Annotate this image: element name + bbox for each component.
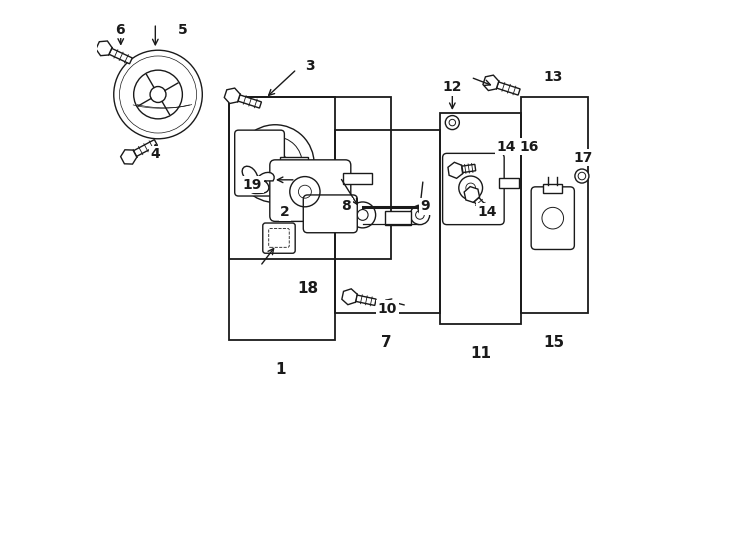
Text: 17: 17 (573, 151, 592, 165)
Polygon shape (236, 94, 261, 108)
Text: 14: 14 (477, 205, 497, 219)
Circle shape (236, 125, 314, 202)
Text: 13: 13 (544, 70, 563, 84)
Text: 5: 5 (178, 23, 187, 37)
Polygon shape (107, 48, 132, 64)
Bar (543, 184, 562, 193)
Bar (521, 97, 589, 313)
FancyBboxPatch shape (531, 187, 575, 249)
Polygon shape (96, 41, 112, 56)
Text: 4: 4 (150, 147, 160, 161)
Circle shape (264, 152, 287, 176)
Bar (385, 211, 411, 225)
Polygon shape (242, 166, 274, 193)
Circle shape (410, 205, 429, 225)
Text: 19: 19 (243, 178, 262, 192)
Text: 6: 6 (115, 23, 125, 37)
Circle shape (114, 50, 203, 139)
Text: 1: 1 (275, 362, 286, 377)
FancyBboxPatch shape (443, 153, 504, 225)
Bar (280, 157, 308, 167)
Circle shape (150, 86, 166, 103)
FancyBboxPatch shape (303, 195, 357, 233)
Circle shape (349, 202, 376, 228)
Polygon shape (483, 75, 499, 91)
Polygon shape (354, 295, 376, 306)
Polygon shape (495, 81, 520, 95)
Text: 12: 12 (442, 80, 462, 94)
Bar (229, 97, 391, 259)
Text: 11: 11 (470, 346, 491, 361)
Polygon shape (459, 164, 476, 173)
Bar (343, 173, 372, 184)
FancyBboxPatch shape (270, 160, 351, 221)
Text: 18: 18 (297, 281, 318, 296)
Text: 7: 7 (381, 335, 391, 350)
Text: 16: 16 (520, 140, 539, 154)
Polygon shape (131, 140, 157, 158)
Bar (440, 113, 521, 324)
Polygon shape (120, 150, 137, 164)
FancyBboxPatch shape (235, 130, 284, 196)
Bar (499, 178, 519, 188)
Polygon shape (342, 289, 357, 305)
Text: 15: 15 (543, 335, 564, 350)
Circle shape (446, 116, 459, 130)
Circle shape (575, 169, 589, 183)
Polygon shape (473, 196, 489, 213)
Text: 2: 2 (280, 205, 290, 219)
Text: 10: 10 (378, 302, 397, 316)
Bar (335, 130, 440, 313)
Text: 3: 3 (305, 59, 315, 73)
Text: 14: 14 (497, 140, 516, 154)
Text: 9: 9 (420, 199, 429, 213)
Bar (229, 97, 335, 340)
Polygon shape (448, 163, 463, 178)
Polygon shape (464, 187, 479, 202)
Polygon shape (225, 88, 240, 104)
Text: 8: 8 (341, 199, 352, 213)
